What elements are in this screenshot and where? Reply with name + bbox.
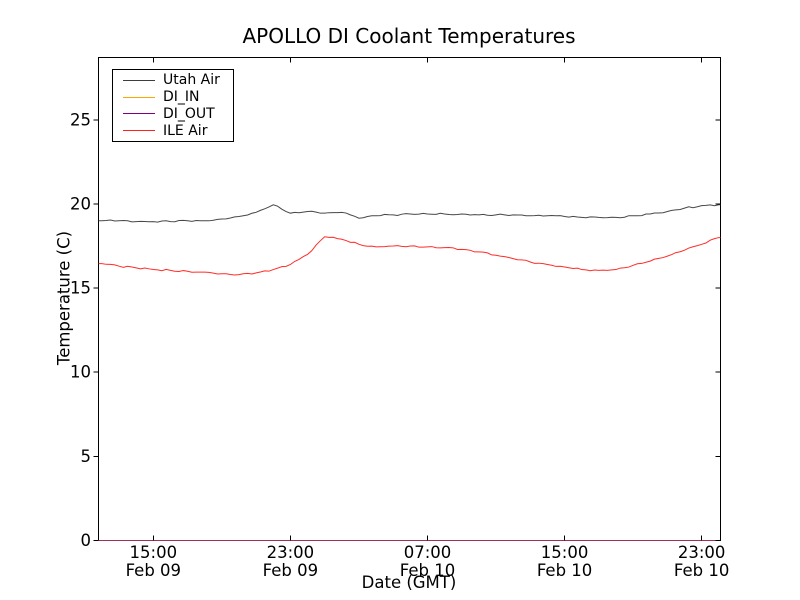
legend-label: ILE Air xyxy=(163,122,208,139)
legend-line-swatch xyxy=(123,79,155,81)
legend-label: DI_IN xyxy=(163,89,200,106)
x-axis-label: Date (GMT) xyxy=(361,573,457,592)
series-line-ile-air xyxy=(98,236,721,276)
legend-item: DI_OUT xyxy=(113,106,233,122)
x-tick-time-label: 15:00 xyxy=(541,543,589,562)
y-tick-label: 5 xyxy=(81,447,92,466)
legend-item: Utah Air xyxy=(113,72,233,88)
x-tick-time-label: 23:00 xyxy=(678,543,726,562)
x-tick-date-label: Feb 09 xyxy=(126,561,181,580)
x-tick-time-label: 07:00 xyxy=(404,543,452,562)
y-tick-label: 10 xyxy=(70,363,91,382)
legend-line-swatch xyxy=(123,96,155,98)
x-tick-time-label: 15:00 xyxy=(130,543,178,562)
legend-line-swatch xyxy=(123,130,155,132)
legend-item: ILE Air xyxy=(113,123,233,139)
legend-label: Utah Air xyxy=(163,72,220,89)
x-tick-date-label: Feb 10 xyxy=(400,561,455,580)
x-tick-time-label: 23:00 xyxy=(267,543,315,562)
legend-box: Utah Air DI_IN DI_OUT ILE Air xyxy=(112,69,234,142)
x-tick-date-label: Feb 10 xyxy=(674,561,729,580)
y-tick-label: 20 xyxy=(70,194,91,213)
chart-title: APOLLO DI Coolant Temperatures xyxy=(242,24,576,48)
legend-line-swatch xyxy=(123,113,155,115)
y-tick-label: 0 xyxy=(81,531,92,550)
legend-item: DI_IN xyxy=(113,89,233,105)
legend-label: DI_OUT xyxy=(163,105,215,122)
y-tick-label: 15 xyxy=(70,279,91,298)
y-tick-label: 25 xyxy=(70,110,91,129)
x-tick-date-label: Feb 09 xyxy=(263,561,318,580)
series-line-utah-air xyxy=(98,204,721,223)
x-tick-date-label: Feb 10 xyxy=(537,561,592,580)
